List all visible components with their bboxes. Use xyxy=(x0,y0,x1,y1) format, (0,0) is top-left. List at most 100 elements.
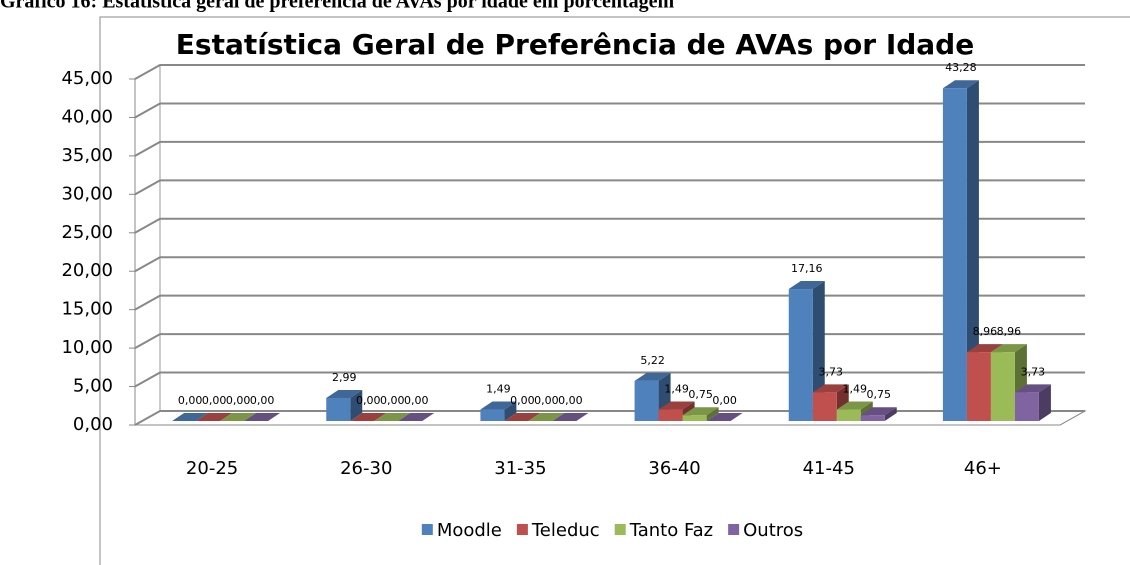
y-tick-label: 40,00 xyxy=(61,106,113,127)
value-label: 1,49 xyxy=(486,383,511,396)
bar xyxy=(942,88,967,422)
value-label: 5,22 xyxy=(640,354,665,367)
bar xyxy=(682,415,707,421)
value-label: 0,00 xyxy=(712,394,737,407)
grid-line xyxy=(134,102,1085,119)
y-tick-label: 25,00 xyxy=(61,222,113,243)
x-tick-label: 31-35 xyxy=(494,458,546,479)
bar-top xyxy=(220,413,257,421)
bar-top xyxy=(942,80,979,89)
legend-swatch xyxy=(614,524,626,535)
bar-top xyxy=(706,413,743,421)
grid-line xyxy=(134,333,1085,349)
y-tick-label: 0,00 xyxy=(73,414,113,435)
bar-side xyxy=(706,407,719,421)
y-tick-label: 35,00 xyxy=(61,145,113,166)
value-label: 0,00 xyxy=(178,394,203,407)
grid-line xyxy=(134,294,1085,311)
bar-top xyxy=(552,413,589,421)
bar-top xyxy=(682,407,719,416)
value-label: 0,00 xyxy=(250,394,275,407)
legend-swatch xyxy=(516,524,528,535)
value-label: 0,00 xyxy=(202,394,227,407)
bar-side xyxy=(966,80,979,422)
caption: Gráfico 16: Estatística geral de preferê… xyxy=(0,0,675,13)
grid-line xyxy=(134,179,1085,196)
back-wall xyxy=(134,64,161,426)
legend-label: Teleduc xyxy=(531,520,600,541)
y-tick-label: 30,00 xyxy=(61,183,113,204)
y-tick-label: 10,00 xyxy=(61,337,113,358)
x-tick-label: 46+ xyxy=(964,458,1002,479)
bar-top xyxy=(788,281,825,290)
grid-line xyxy=(134,217,1085,234)
bar-top xyxy=(658,401,695,410)
value-label: 0,75 xyxy=(688,388,713,401)
x-tick-label: 26-30 xyxy=(340,458,392,479)
y-tick-label: 20,00 xyxy=(61,260,113,281)
bar-top xyxy=(634,372,671,381)
legend-label: Tanto Faz xyxy=(629,520,713,541)
bar xyxy=(860,415,885,421)
bar-top xyxy=(1014,384,1051,393)
value-label: 2,99 xyxy=(332,371,357,384)
value-label: 0,00 xyxy=(558,394,583,407)
legend-swatch xyxy=(421,524,433,535)
grid-line xyxy=(134,140,1085,157)
bar xyxy=(966,352,991,421)
bar-side xyxy=(812,281,825,421)
value-label: 17,16 xyxy=(791,262,823,275)
y-tick-label: 5,00 xyxy=(73,376,113,397)
bar-top xyxy=(480,401,517,410)
legend-label: Outros xyxy=(743,520,803,541)
value-label: 0,00 xyxy=(356,394,381,407)
bar xyxy=(990,352,1015,421)
bar xyxy=(634,380,659,421)
value-label: 0,00 xyxy=(404,394,429,407)
chart-title: Estatística Geral de Preferência de AVAs… xyxy=(176,28,974,61)
value-label: 43,28 xyxy=(945,61,977,74)
bar-top xyxy=(326,390,363,399)
value-label: 8,96 xyxy=(973,325,998,338)
x-tick-label: 36-40 xyxy=(648,458,700,479)
bar-side xyxy=(350,390,363,421)
bar-top xyxy=(836,401,873,410)
bar-top xyxy=(990,344,1027,353)
bar-top xyxy=(860,407,897,416)
grid-line xyxy=(134,64,1085,80)
bar xyxy=(1014,392,1039,421)
value-label: 3,73 xyxy=(1021,365,1046,378)
value-label: 0,00 xyxy=(534,394,559,407)
y-tick-label: 15,00 xyxy=(61,299,113,320)
bar xyxy=(480,409,505,421)
value-label: 8,96 xyxy=(997,325,1022,338)
value-label: 0,75 xyxy=(867,388,892,401)
bar xyxy=(658,409,683,421)
grid-line xyxy=(134,410,1085,426)
bar-side xyxy=(884,407,897,421)
bar-side xyxy=(504,401,517,421)
bar-top xyxy=(398,413,435,421)
bar xyxy=(788,289,813,421)
x-tick-label: 41-45 xyxy=(803,458,855,479)
value-label: 0,00 xyxy=(226,394,251,407)
value-label: 0,00 xyxy=(510,394,535,407)
bar-top xyxy=(244,413,281,421)
y-tick-label: 45,00 xyxy=(61,68,113,89)
bar xyxy=(326,398,351,421)
legend-swatch xyxy=(728,524,740,535)
legend-label: Moodle xyxy=(437,520,502,541)
bar-top xyxy=(812,384,849,393)
grid-line xyxy=(134,371,1085,388)
value-label: 3,73 xyxy=(819,365,844,378)
value-label: 1,49 xyxy=(664,383,689,396)
value-label: 0,00 xyxy=(380,394,405,407)
value-label: 1,49 xyxy=(843,383,868,396)
bar xyxy=(836,409,861,421)
grid-line xyxy=(134,256,1085,273)
bar-side xyxy=(1038,384,1051,421)
floor-right xyxy=(1059,410,1086,426)
x-tick-label: 20-25 xyxy=(186,458,238,479)
